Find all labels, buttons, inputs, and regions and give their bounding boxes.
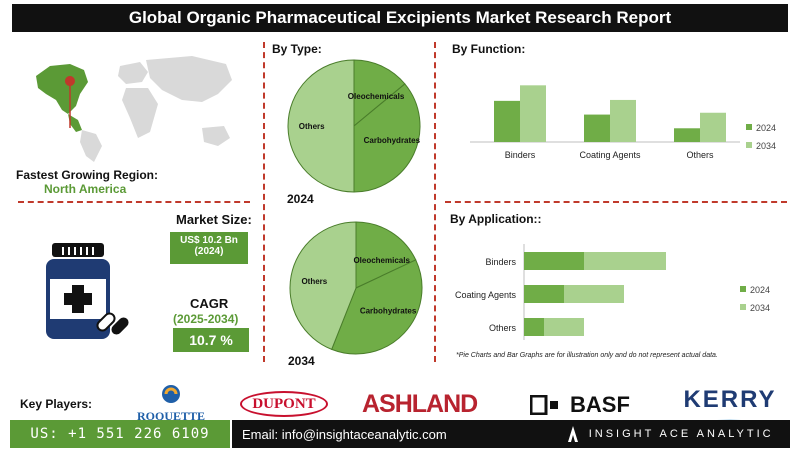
application-bar-binders-2034: [584, 252, 666, 270]
pie-2034-slice-others: [289, 221, 357, 351]
function-bar-binders-2034: [520, 85, 546, 142]
market-size-year: (2024): [194, 246, 224, 257]
function-bar-coating-agents-2024: [584, 114, 610, 142]
footer-contact-bar: Email: info@insightaceanalytic.com INSIG…: [232, 420, 790, 448]
function-legend-2034: 2034: [756, 141, 776, 151]
function-category-coating-agents: Coating Agents: [579, 150, 641, 160]
pie-2034-year: 2034: [288, 354, 315, 368]
application-legend-2024: 2024: [750, 285, 770, 295]
dupont-logo: DUPONT: [240, 391, 328, 417]
basf-logo: BASF: [530, 392, 630, 418]
function-bar-binders-2024: [494, 100, 520, 142]
application-category-others: Others: [489, 323, 517, 333]
function-bar-others-2034: [700, 112, 726, 142]
ashland-logo: ASHLAND: [362, 390, 478, 418]
world-map: [36, 56, 232, 162]
pie-2034-label-carbohydrates: Carbohydrates: [360, 307, 417, 316]
divider-right-horizontal: [445, 201, 787, 203]
pie-2034-label-others: Others: [301, 277, 327, 286]
pie-chart-2024: Oleochemicals Carbohydrates Others: [287, 59, 421, 193]
function-legend-swatch-2034: [746, 142, 752, 148]
pie-2024-label-carbohydrates: Carbohydrates: [364, 136, 421, 145]
pie-2034-slice-carbohydrates: [331, 259, 423, 355]
application-category-binders: Binders: [485, 257, 516, 267]
medicine-bottle-icon: [46, 243, 129, 339]
key-players-label: Key Players:: [20, 397, 93, 411]
application-bar-others-2034: [544, 318, 584, 336]
function-bar-others-2024: [674, 128, 700, 142]
kerry-wordmark: KERRY: [683, 386, 777, 413]
application-bar-others-2024: [524, 318, 544, 336]
pie-2024-year: 2024: [287, 192, 314, 206]
region-label: Fastest Growing Region:: [16, 168, 159, 182]
market-size-box: US$ 10.2 Bn (2024): [170, 232, 248, 264]
region-value: North America: [44, 182, 127, 196]
footer-email: Email: info@insightaceanalytic.com: [242, 426, 447, 442]
illustration-note: *Pie Charts and Bar Graphs are for illus…: [456, 352, 718, 359]
by-function-heading: By Function:: [452, 42, 526, 56]
application-legend-swatch-2034: [740, 304, 746, 310]
cagr-label: CAGR: [190, 296, 229, 311]
by-type-heading: By Type:: [272, 42, 322, 56]
footer-brand: INSIGHT ACE ANALYTIC: [588, 428, 774, 440]
application-bar-chart: Binders Coating Agents Others 2024 2034: [455, 244, 770, 340]
cagr-value: 10.7 %: [173, 328, 249, 352]
pie-2034-slice-oleochemicals: [355, 221, 417, 289]
application-legend-swatch-2024: [740, 286, 746, 292]
market-size-value: US$ 10.2 Bn: [180, 235, 238, 246]
report-title: Global Organic Pharmaceutical Excipients…: [12, 4, 788, 32]
roquette-logo: ROQUETTE: [133, 384, 209, 424]
by-application-heading: By Application::: [450, 212, 542, 226]
pie-2024-slice-carbohydrates: [353, 83, 421, 193]
roquette-emblem-icon: [162, 385, 180, 403]
basf-wordmark: BASF: [570, 392, 630, 417]
insight-ace-logo-icon: [567, 426, 578, 442]
function-category-others: Others: [686, 150, 714, 160]
market-size-label: Market Size:: [176, 212, 252, 227]
divider-vertical-right: [434, 42, 436, 362]
pie-2034-label-oleochemicals: Oleochemicals: [353, 256, 410, 265]
pie-2024-slice-oleochemicals: [353, 59, 406, 128]
divider-vertical-left: [263, 42, 265, 362]
basf-emblem-icon: [530, 395, 558, 415]
pie-chart-2034: Oleochemicals Carbohydrates Others: [289, 221, 423, 355]
dupont-wordmark: DUPONT: [252, 395, 316, 412]
function-legend-2024: 2024: [756, 123, 776, 133]
function-legend-swatch-2024: [746, 124, 752, 130]
application-legend-2034: 2034: [750, 303, 770, 313]
pie-2024-label-others: Others: [299, 122, 325, 131]
pie-2024-label-oleochemicals: Oleochemicals: [348, 92, 405, 101]
application-category-coating-agents: Coating Agents: [455, 290, 517, 300]
application-bar-coating-agents-2034: [564, 285, 624, 303]
roquette-wordmark: ROQUETTE: [136, 409, 205, 423]
function-category-binders: Binders: [505, 150, 536, 160]
footer-phone: US: +1 551 226 6109: [10, 420, 230, 448]
cagr-period: (2025-2034): [173, 312, 239, 326]
pie-2024-slice-others: [287, 59, 355, 193]
function-bar-coating-agents-2034: [610, 99, 636, 142]
function-bar-chart: Binders Coating Agents Others 2024 2034: [470, 85, 776, 160]
application-bar-binders-2024: [524, 252, 584, 270]
application-bar-coating-agents-2024: [524, 285, 564, 303]
divider-left-horizontal: [18, 201, 250, 203]
